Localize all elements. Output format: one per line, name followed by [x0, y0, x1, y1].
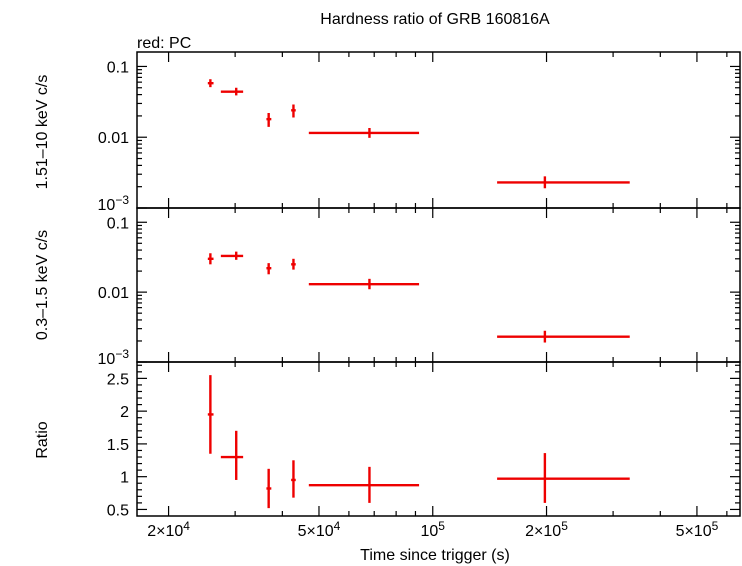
x-tick-label: 5×105: [676, 519, 719, 540]
data-point: [291, 258, 296, 270]
y-tick-label: 2: [120, 404, 129, 421]
y-axis-label-ratio: Ratio: [34, 421, 51, 458]
y-tick-label: 1: [120, 470, 129, 487]
data-point: [207, 375, 214, 454]
data-point: [497, 176, 630, 189]
panel-frame: [136, 361, 741, 517]
y-tick-label: 2.5: [107, 371, 129, 388]
y-tick-label: 1.5: [107, 437, 129, 454]
data-point: [497, 453, 630, 503]
data-point: [207, 253, 214, 265]
y-axis-label-soft: 0.3–1.5 keV c/s: [34, 230, 51, 340]
y-tick-label: 0.5: [107, 502, 129, 519]
data-point: [220, 430, 244, 480]
data-point: [291, 104, 296, 118]
data-point: [291, 460, 296, 498]
data-point: [207, 79, 214, 88]
y-tick-label: 0.1: [107, 59, 129, 76]
y-tick-label: 0.01: [98, 285, 129, 302]
legend-label: red: PC: [137, 35, 191, 52]
panel-hard-band: 0.1 0.01 10−3: [98, 51, 741, 214]
data-point: [266, 112, 272, 127]
panel-ratio: 0.5 1 1.5 2 2.5 2×104 5×104 105 2×105 5×105: [107, 361, 741, 540]
x-tick-label: 2×104: [147, 519, 190, 540]
data-point: [308, 466, 420, 503]
y-tick-label: 10−3: [98, 193, 130, 214]
data-point: [220, 251, 244, 260]
panel-soft-band: 0.1 0.01 10−3: [98, 207, 741, 368]
y-tick-label: 0.1: [107, 215, 129, 232]
x-tick-label: 105: [421, 519, 446, 540]
x-tick-label: 5×104: [298, 519, 341, 540]
panel-frame: [136, 51, 741, 209]
data-point: [266, 263, 272, 275]
y-tick-label: 10−3: [98, 347, 130, 368]
data-point: [266, 468, 272, 509]
y-axis-label-hard: 1.51–10 keV c/s: [34, 75, 51, 190]
chart-title: Hardness ratio of GRB 160816A: [320, 11, 550, 28]
data-point: [308, 278, 420, 290]
panel-frame: [136, 207, 741, 363]
data-point: [308, 127, 420, 138]
data-point: [220, 87, 244, 96]
y-tick-label: 0.01: [98, 130, 129, 147]
x-axis-label: Time since trigger (s): [360, 547, 510, 564]
data-point: [497, 330, 630, 343]
x-tick-label: 2×105: [525, 519, 568, 540]
